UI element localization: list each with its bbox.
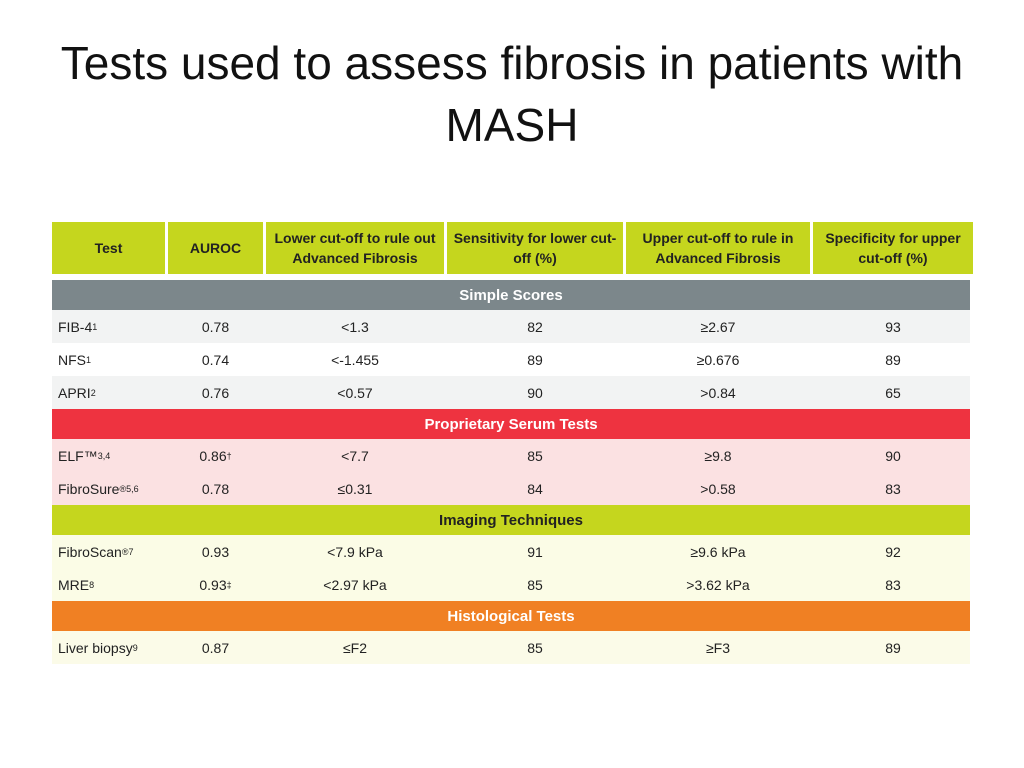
cell-text: APRI (58, 384, 91, 401)
cell-text: FibroScan (58, 543, 122, 560)
table-cell: 85 (527, 447, 543, 464)
cell-text: NFS (58, 351, 86, 368)
table-cell: ≤0.31 (337, 480, 373, 497)
superscript: 8 (89, 579, 95, 590)
table-cell: 0.78 (201, 480, 230, 497)
table-cell: ≥9.6 kPa (690, 543, 746, 560)
table-cell: 90 (885, 447, 901, 464)
header-cell: AUROC (168, 222, 263, 274)
table-cell: <1.3 (341, 318, 369, 335)
superscript: 9 (132, 642, 138, 653)
section-header: Simple Scores (52, 280, 970, 310)
table-cell: APRI 2 (52, 376, 165, 409)
superscript: 3,4 (97, 450, 111, 461)
table-cell: ≤F2 (342, 639, 368, 656)
header-cell: Specificity for upper cut-off (%) (813, 222, 973, 274)
cell-text: 0.93 (199, 576, 227, 593)
table-row: FIB-4 1 0.78 <1.3 82 ≥2.67 93 (52, 310, 970, 343)
cell-text: FIB-4 (58, 318, 93, 335)
table-row: ELF™ 3,4 0.86 † <7.7 85 ≥9.8 90 (52, 439, 970, 472)
table-cell: 90 (527, 384, 543, 401)
superscript: ®5,6 (119, 483, 139, 494)
table-cell: 0.74 (201, 351, 230, 368)
table-cell: <0.57 (337, 384, 373, 401)
table-cell: FIB-4 1 (52, 310, 165, 343)
table-cell: ≥0.676 (696, 351, 740, 368)
table-row: FibroSure ®5,6 0.78 ≤0.31 84 >0.58 83 (52, 472, 970, 505)
table-cell: 92 (885, 543, 901, 560)
table-row: FibroScan ®7 0.93 <7.9 kPa 91 ≥9.6 kPa 92 (52, 535, 970, 568)
table-cell: 84 (527, 480, 543, 497)
table-cell: 89 (527, 351, 543, 368)
table-cell: 0.93 (201, 543, 230, 560)
table-cell: 82 (527, 318, 543, 335)
table-cell: >0.58 (700, 480, 736, 497)
table-cell: <7.9 kPa (327, 543, 383, 560)
superscript: 2 (90, 387, 96, 398)
table: Test AUROC Lower cut-off to rule out Advan… (52, 222, 973, 664)
table-cell: NFS 1 (52, 343, 165, 376)
table-cell: 0.76 (201, 384, 230, 401)
table-cell: >0.84 (700, 384, 736, 401)
cell-text: ELF™ (58, 447, 98, 464)
table-cell: MRE 8 (52, 568, 165, 601)
table-cell: <7.7 (341, 447, 369, 464)
table-cell: FibroScan ®7 (52, 535, 165, 568)
table-cell: 0.87 (201, 639, 230, 656)
table-cell: 91 (527, 543, 543, 560)
cell-text: MRE (58, 576, 90, 593)
table-row: APRI 2 0.76 <0.57 90 >0.84 65 (52, 376, 970, 409)
table-row: MRE 8 0.93 ‡ <2.97 kPa 85 >3.62 kPa 83 (52, 568, 970, 601)
table-cell: ELF™ 3,4 (52, 439, 165, 472)
table-cell: >3.62 kPa (686, 576, 750, 593)
superscript: 1 (92, 321, 98, 332)
table-row: Liver biopsy 9 0.87 ≤F2 85 ≥F3 89 (52, 631, 970, 664)
table-cell: 0.93 ‡ (168, 568, 263, 601)
superscript: 1 (86, 354, 92, 365)
table-cell: ≥F3 (705, 639, 731, 656)
table-cell: 89 (885, 639, 901, 656)
table-cell: 65 (885, 384, 901, 401)
cell-text: Liver biopsy (58, 639, 133, 656)
table-cell: 85 (527, 576, 543, 593)
table-cell: <-1.455 (331, 351, 379, 368)
section-header: Proprietary Serum Tests (52, 409, 970, 439)
table-cell: Liver biopsy 9 (52, 631, 165, 664)
header-cell: Sensitivity for lower cut-off (%) (447, 222, 623, 274)
table-cell: 93 (885, 318, 901, 335)
superscript: ‡ (226, 579, 232, 590)
superscript: † (226, 450, 232, 461)
cell-text: 0.86 (199, 447, 227, 464)
table-cell: ≥9.8 (704, 447, 732, 464)
table-cell: 85 (527, 639, 543, 656)
table-cell: 89 (885, 351, 901, 368)
table-cell: <2.97 kPa (323, 576, 387, 593)
table-cell: 83 (885, 576, 901, 593)
cell-text: FibroSure (58, 480, 120, 497)
header-row: Test AUROC Lower cut-off to rule out Advan… (52, 222, 973, 274)
table-cell: ≥2.67 (700, 318, 736, 335)
section-header: Imaging Techniques (52, 505, 970, 535)
header-cell: Upper cut-off to rule in Advanced Fibros… (626, 222, 810, 274)
superscript: ®7 (121, 546, 134, 557)
section-header: Histological Tests (52, 601, 970, 631)
table-cell: 0.78 (201, 318, 230, 335)
header-cell: Lower cut-off to rule out Advanced Fibro… (266, 222, 444, 274)
table-cell: 83 (885, 480, 901, 497)
table-row: NFS 1 0.74 <-1.455 89 ≥0.676 89 (52, 343, 970, 376)
table-cell: FibroSure ®5,6 (52, 472, 165, 505)
slide-title: Tests used to assess fibrosis in patient… (60, 37, 964, 151)
header-cell: Test (52, 222, 165, 274)
table-cell: 0.86 † (168, 439, 263, 472)
